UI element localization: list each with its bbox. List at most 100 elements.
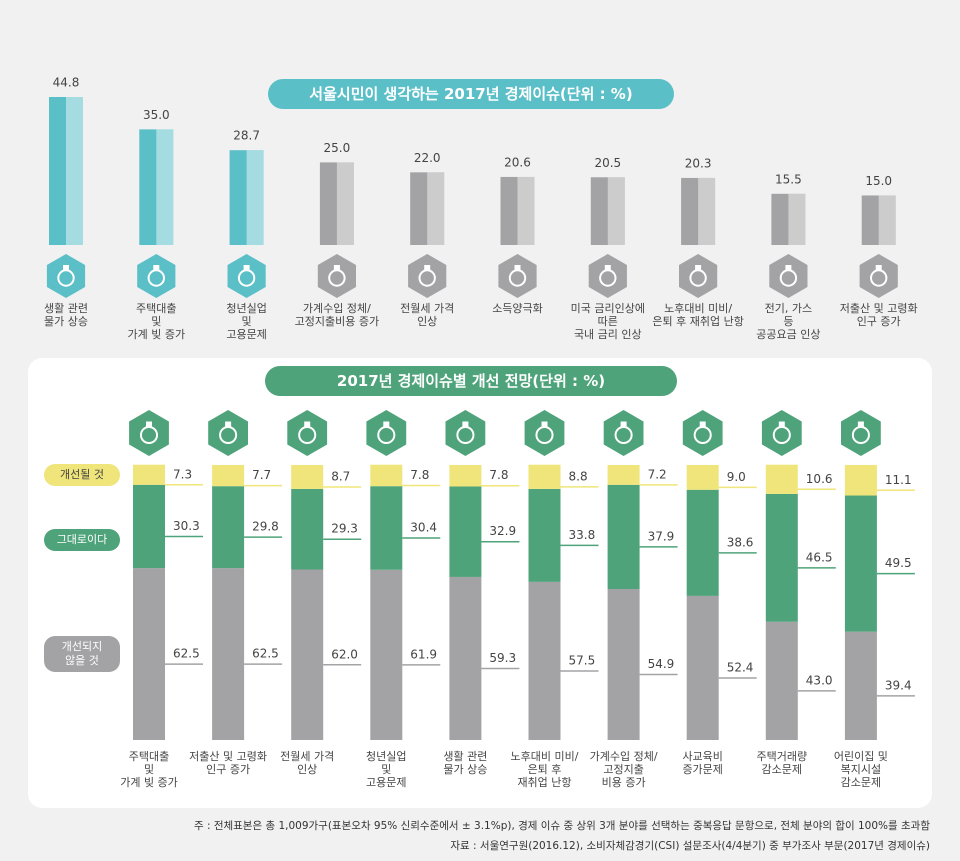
icon bbox=[841, 410, 881, 456]
bar-segment bbox=[528, 581, 561, 740]
bar-segment bbox=[607, 589, 640, 740]
icon bbox=[603, 410, 644, 456]
bar-segment bbox=[291, 569, 324, 740]
icon bbox=[129, 410, 169, 456]
value-label: 20.5 bbox=[594, 156, 621, 170]
category-label: 청년실업 및 고용문제 bbox=[226, 302, 267, 341]
icon-glyph bbox=[689, 269, 707, 287]
category-label: 청년실업 및 고용문제 bbox=[366, 750, 407, 789]
bar-highlight bbox=[156, 129, 174, 245]
icon-glyph bbox=[377, 425, 396, 445]
bar-segment bbox=[449, 576, 482, 740]
bar-segment bbox=[449, 465, 482, 487]
value-label: 30.4 bbox=[410, 520, 437, 534]
category-label: 주택거래량 감소문제 bbox=[756, 750, 808, 776]
category-label: 주택대출 및 가계 빚 증가 bbox=[127, 302, 186, 341]
value-label: 44.8 bbox=[53, 76, 80, 90]
icon bbox=[498, 254, 537, 298]
bar-segment bbox=[765, 493, 798, 622]
icon-glyph bbox=[535, 425, 554, 445]
value-label: 20.3 bbox=[685, 156, 712, 170]
icon-glyph bbox=[604, 265, 611, 270]
icon bbox=[46, 254, 86, 298]
icon-glyph bbox=[785, 265, 792, 270]
value-label: 15.5 bbox=[775, 172, 802, 186]
bar-highlight bbox=[698, 177, 716, 245]
category-label: 주택대출 및 가계 빚 증가 bbox=[120, 750, 178, 789]
note: 자료 : 서울연구원(2016.12), 소비자체감경기(CSI) 설문조사(4… bbox=[450, 840, 930, 852]
category-label: 전월세 가격 인상 bbox=[280, 750, 335, 776]
icon-glyph bbox=[851, 425, 870, 445]
icon-glyph bbox=[57, 269, 75, 287]
bar bbox=[410, 172, 445, 245]
icon-glyph bbox=[779, 269, 798, 287]
value-label: 29.8 bbox=[252, 520, 279, 534]
category-label: 사교육비 증가문제 bbox=[682, 750, 723, 776]
icon-glyph bbox=[298, 425, 317, 445]
bar bbox=[139, 129, 174, 245]
icon bbox=[317, 254, 356, 298]
value-label: 37.9 bbox=[648, 529, 675, 543]
value-label: 28.7 bbox=[233, 129, 260, 143]
value-label: 25.0 bbox=[324, 141, 351, 155]
value-label: 62.0 bbox=[331, 647, 358, 661]
category-label: 가계수입 정체/ 고정지출 비용 증가 bbox=[589, 750, 658, 789]
icon bbox=[761, 410, 802, 456]
bar-segment bbox=[133, 568, 165, 740]
icon-glyph bbox=[139, 425, 159, 445]
icon bbox=[366, 410, 407, 456]
value-label: 35.0 bbox=[143, 108, 170, 122]
icon-glyph bbox=[219, 425, 238, 445]
value-label: 52.4 bbox=[727, 660, 754, 674]
bar-segment bbox=[844, 495, 877, 632]
bar-highlight bbox=[607, 177, 625, 245]
icon-glyph bbox=[875, 265, 882, 270]
bar-segment bbox=[370, 569, 403, 740]
bar-highlight bbox=[517, 176, 535, 245]
value-label: 7.7 bbox=[252, 468, 271, 482]
bar-segment bbox=[607, 465, 640, 485]
icon bbox=[208, 410, 248, 456]
icon-glyph bbox=[857, 421, 864, 427]
bar-highlight bbox=[246, 150, 264, 245]
icon-glyph bbox=[424, 265, 431, 270]
icon-glyph bbox=[695, 265, 702, 270]
value-label: 49.5 bbox=[885, 556, 912, 570]
value-label: 29.3 bbox=[331, 522, 358, 536]
icon-glyph bbox=[456, 425, 475, 445]
value-label: 11.1 bbox=[885, 473, 912, 487]
bar-highlight bbox=[427, 172, 445, 245]
icon-glyph bbox=[383, 421, 390, 427]
icon-glyph bbox=[508, 269, 527, 287]
icon-glyph bbox=[514, 265, 521, 270]
icon-glyph bbox=[614, 425, 633, 445]
value-label: 7.3 bbox=[173, 467, 192, 481]
icon bbox=[227, 254, 266, 298]
value-label: 9.0 bbox=[727, 470, 746, 484]
value-label: 54.9 bbox=[648, 657, 675, 671]
category-label: 노후대비 미비/ 은퇴 후 재취업 난항 bbox=[652, 302, 744, 328]
category-label: 노후대비 미비/ 은퇴 후 재취업 난항 bbox=[510, 750, 579, 789]
icon-glyph bbox=[63, 265, 69, 270]
icon bbox=[408, 254, 447, 298]
bar bbox=[49, 97, 83, 245]
bar-segment bbox=[765, 464, 798, 494]
note: 주 : 전체표본은 총 1,009가구(표본오차 95% 신뢰수준에서 ± 3.… bbox=[193, 820, 930, 832]
value-label: 10.6 bbox=[806, 472, 833, 486]
category-label: 미국 금리인상에 따른 국내 금리 인상 bbox=[570, 302, 645, 341]
category-label: 어린이집 및 복지시설 감소문제 bbox=[833, 750, 888, 789]
chart-title: 2017년 경제이슈별 개선 전망(단위 : %) bbox=[265, 366, 677, 396]
bar bbox=[500, 176, 535, 245]
bar-segment bbox=[212, 486, 245, 569]
bar-segment bbox=[370, 464, 403, 487]
value-label: 22.0 bbox=[414, 151, 441, 165]
category-label: 소득양극화 bbox=[492, 302, 543, 315]
value-label: 30.3 bbox=[173, 519, 200, 533]
bar-segment bbox=[449, 486, 482, 577]
bar-segment bbox=[212, 465, 245, 487]
bar bbox=[681, 177, 716, 245]
value-label: 7.8 bbox=[410, 468, 429, 482]
icon-glyph bbox=[772, 425, 791, 445]
icon-glyph bbox=[541, 421, 548, 427]
